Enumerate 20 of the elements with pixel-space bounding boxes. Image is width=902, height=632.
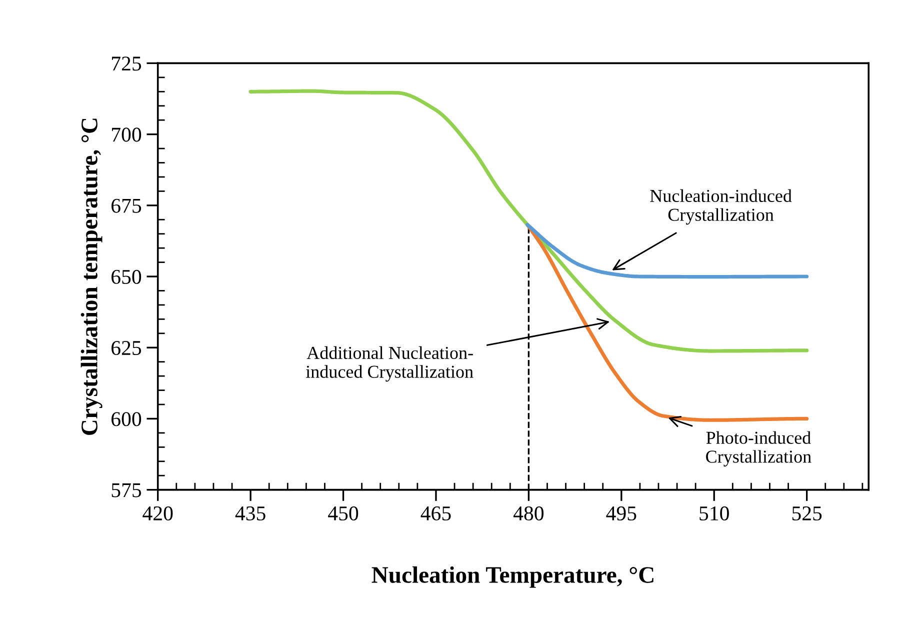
y-tick-label: 700 [112,128,142,142]
x-tick-label: 525 [792,506,822,520]
y-tick-label: 575 [112,483,142,498]
y-tick-label: 675 [112,198,142,213]
x-axis-title: Nucleation Temperature, °C [372,566,654,588]
annotation: Nucleation-induced Crystallization [650,189,792,225]
x-tick-label: 420 [142,506,173,520]
y-tick-label: 650 [112,270,142,284]
annotation: Additional Nucleation- induced Crystallization [306,346,474,382]
y-tick-label: 625 [112,341,142,356]
y-tick-label: 725 [112,56,142,71]
x-tick-label: 480 [513,506,544,520]
annotation: Photo-induced Crystallization [706,431,812,466]
x-tick-label: 435 [235,506,266,520]
x-tick-label: 450 [328,506,358,520]
x-tick-label: 465 [420,506,451,520]
y-tick-label: 600 [112,412,142,426]
y-axis-title: Crystallization temperature, °C [80,118,102,435]
x-tick-label: 495 [606,506,636,520]
x-tick-label: 510 [700,506,729,520]
